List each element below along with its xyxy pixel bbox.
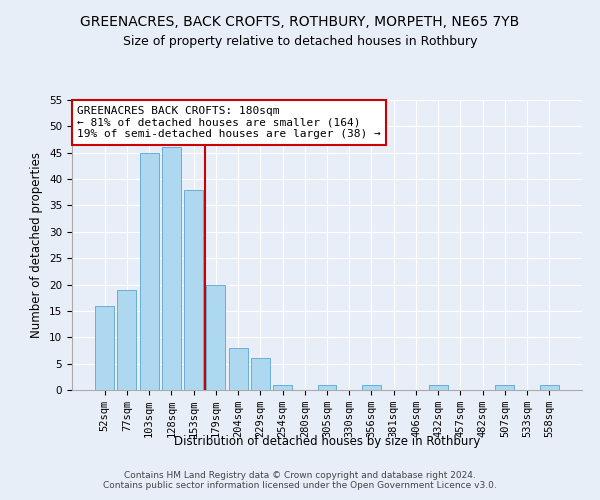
Bar [317,384,337,390]
Text: GREENACRES BACK CROFTS: 180sqm
← 81% of detached houses are smaller (164)
19% of: GREENACRES BACK CROFTS: 180sqm ← 81% of … [77,106,381,139]
Bar [229,348,248,390]
Bar [118,290,136,390]
Y-axis label: Number of detached properties: Number of detached properties [31,152,43,338]
Bar [184,190,203,390]
Bar [162,148,181,390]
Bar [540,384,559,390]
Bar [429,384,448,390]
Bar [251,358,270,390]
Text: Distribution of detached houses by size in Rothbury: Distribution of detached houses by size … [174,435,480,448]
Text: Size of property relative to detached houses in Rothbury: Size of property relative to detached ho… [123,35,477,48]
Bar [496,384,514,390]
Bar [362,384,381,390]
Text: Contains HM Land Registry data © Crown copyright and database right 2024.
Contai: Contains HM Land Registry data © Crown c… [103,470,497,490]
Bar [273,384,292,390]
Bar [206,284,225,390]
Bar [140,152,158,390]
Bar [95,306,114,390]
Text: GREENACRES, BACK CROFTS, ROTHBURY, MORPETH, NE65 7YB: GREENACRES, BACK CROFTS, ROTHBURY, MORPE… [80,15,520,29]
